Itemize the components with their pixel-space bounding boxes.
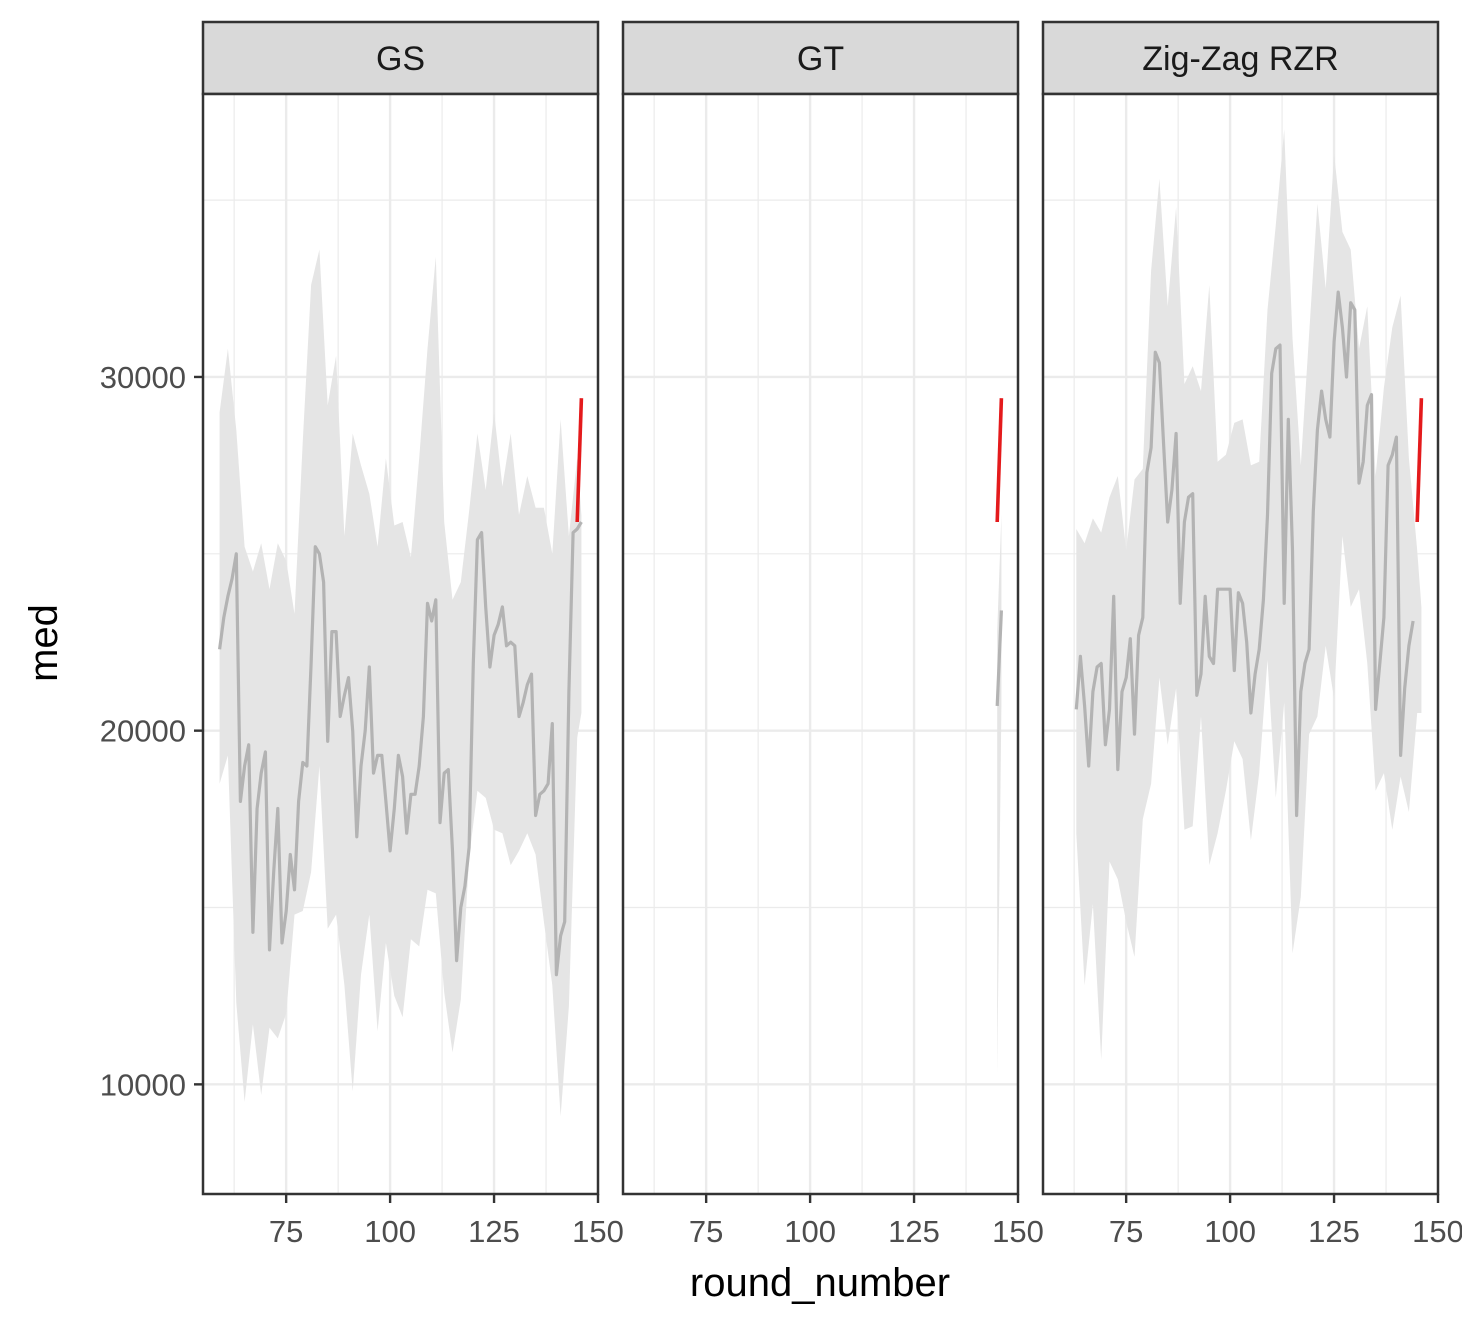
x-tick-label: 125 xyxy=(888,1214,940,1249)
line-layer xyxy=(1074,290,1424,818)
plot-area: 75 100 125 150 xyxy=(621,92,1044,1249)
median-line xyxy=(1074,290,1415,818)
facet-panel-gt: GT 75 100 125 150 xyxy=(621,20,1044,1249)
x-tick-label: 150 xyxy=(992,1214,1044,1249)
y-axis: 10000 20000 30000 xyxy=(100,360,203,1102)
strip-label: GS xyxy=(376,40,425,78)
strip-label: Zig-Zag RZR xyxy=(1142,40,1338,78)
x-axis-title: round_number xyxy=(690,1261,950,1305)
facet-panel-zig-zag-rzr: Zig-Zag RZR 75 100 125 150 xyxy=(1041,20,1462,1249)
y-axis-title: med xyxy=(22,604,66,682)
x-tick-label: 75 xyxy=(269,1214,303,1249)
y-tick-label: 10000 xyxy=(100,1067,186,1102)
x-axis-ticks: 75 100 125 150 xyxy=(1109,1194,1462,1249)
ribbon-layer xyxy=(1076,129,1422,1060)
x-tick-label: 150 xyxy=(572,1214,624,1249)
recent-line xyxy=(995,398,1004,523)
line-layer xyxy=(218,398,584,977)
strip-background xyxy=(621,20,1020,96)
line-layer xyxy=(995,398,1004,706)
panel-border xyxy=(1041,92,1440,1196)
panel-border xyxy=(621,92,1020,1196)
plot-area: 75 100 125 150 xyxy=(1041,92,1462,1249)
x-tick-label: 125 xyxy=(468,1214,520,1249)
y-tick-label: 30000 xyxy=(100,360,186,395)
x-tick-label: 150 xyxy=(1412,1214,1462,1249)
median-line xyxy=(995,610,1003,706)
panel-border xyxy=(201,92,600,1196)
facet-panel-gs: GS 75 100 125 150 xyxy=(201,20,624,1249)
x-axis-ticks: 75 100 125 150 xyxy=(269,1194,624,1249)
strip-background xyxy=(201,20,600,96)
panel-background xyxy=(623,94,1018,1194)
x-tick-label: 100 xyxy=(1204,1214,1256,1249)
gridlines xyxy=(623,94,1018,1194)
x-tick-label: 125 xyxy=(1308,1214,1360,1249)
x-tick-label: 100 xyxy=(784,1214,836,1249)
confidence-ribbon xyxy=(219,249,582,1117)
strip-label: GT xyxy=(797,40,844,78)
x-tick-label: 100 xyxy=(364,1214,416,1249)
x-tick-label: 75 xyxy=(689,1214,723,1249)
recent-line xyxy=(575,398,584,523)
plot-area: 75 100 125 150 xyxy=(201,92,624,1249)
y-tick-label: 20000 xyxy=(100,714,186,749)
x-tick-label: 75 xyxy=(1109,1214,1143,1249)
strip-background xyxy=(1041,20,1440,96)
recent-line xyxy=(1415,398,1424,523)
confidence-ribbon xyxy=(1076,129,1422,1060)
x-axis-ticks: 75 100 125 150 xyxy=(689,1194,1044,1249)
ribbon-layer xyxy=(219,249,582,1117)
median-line xyxy=(218,521,583,977)
